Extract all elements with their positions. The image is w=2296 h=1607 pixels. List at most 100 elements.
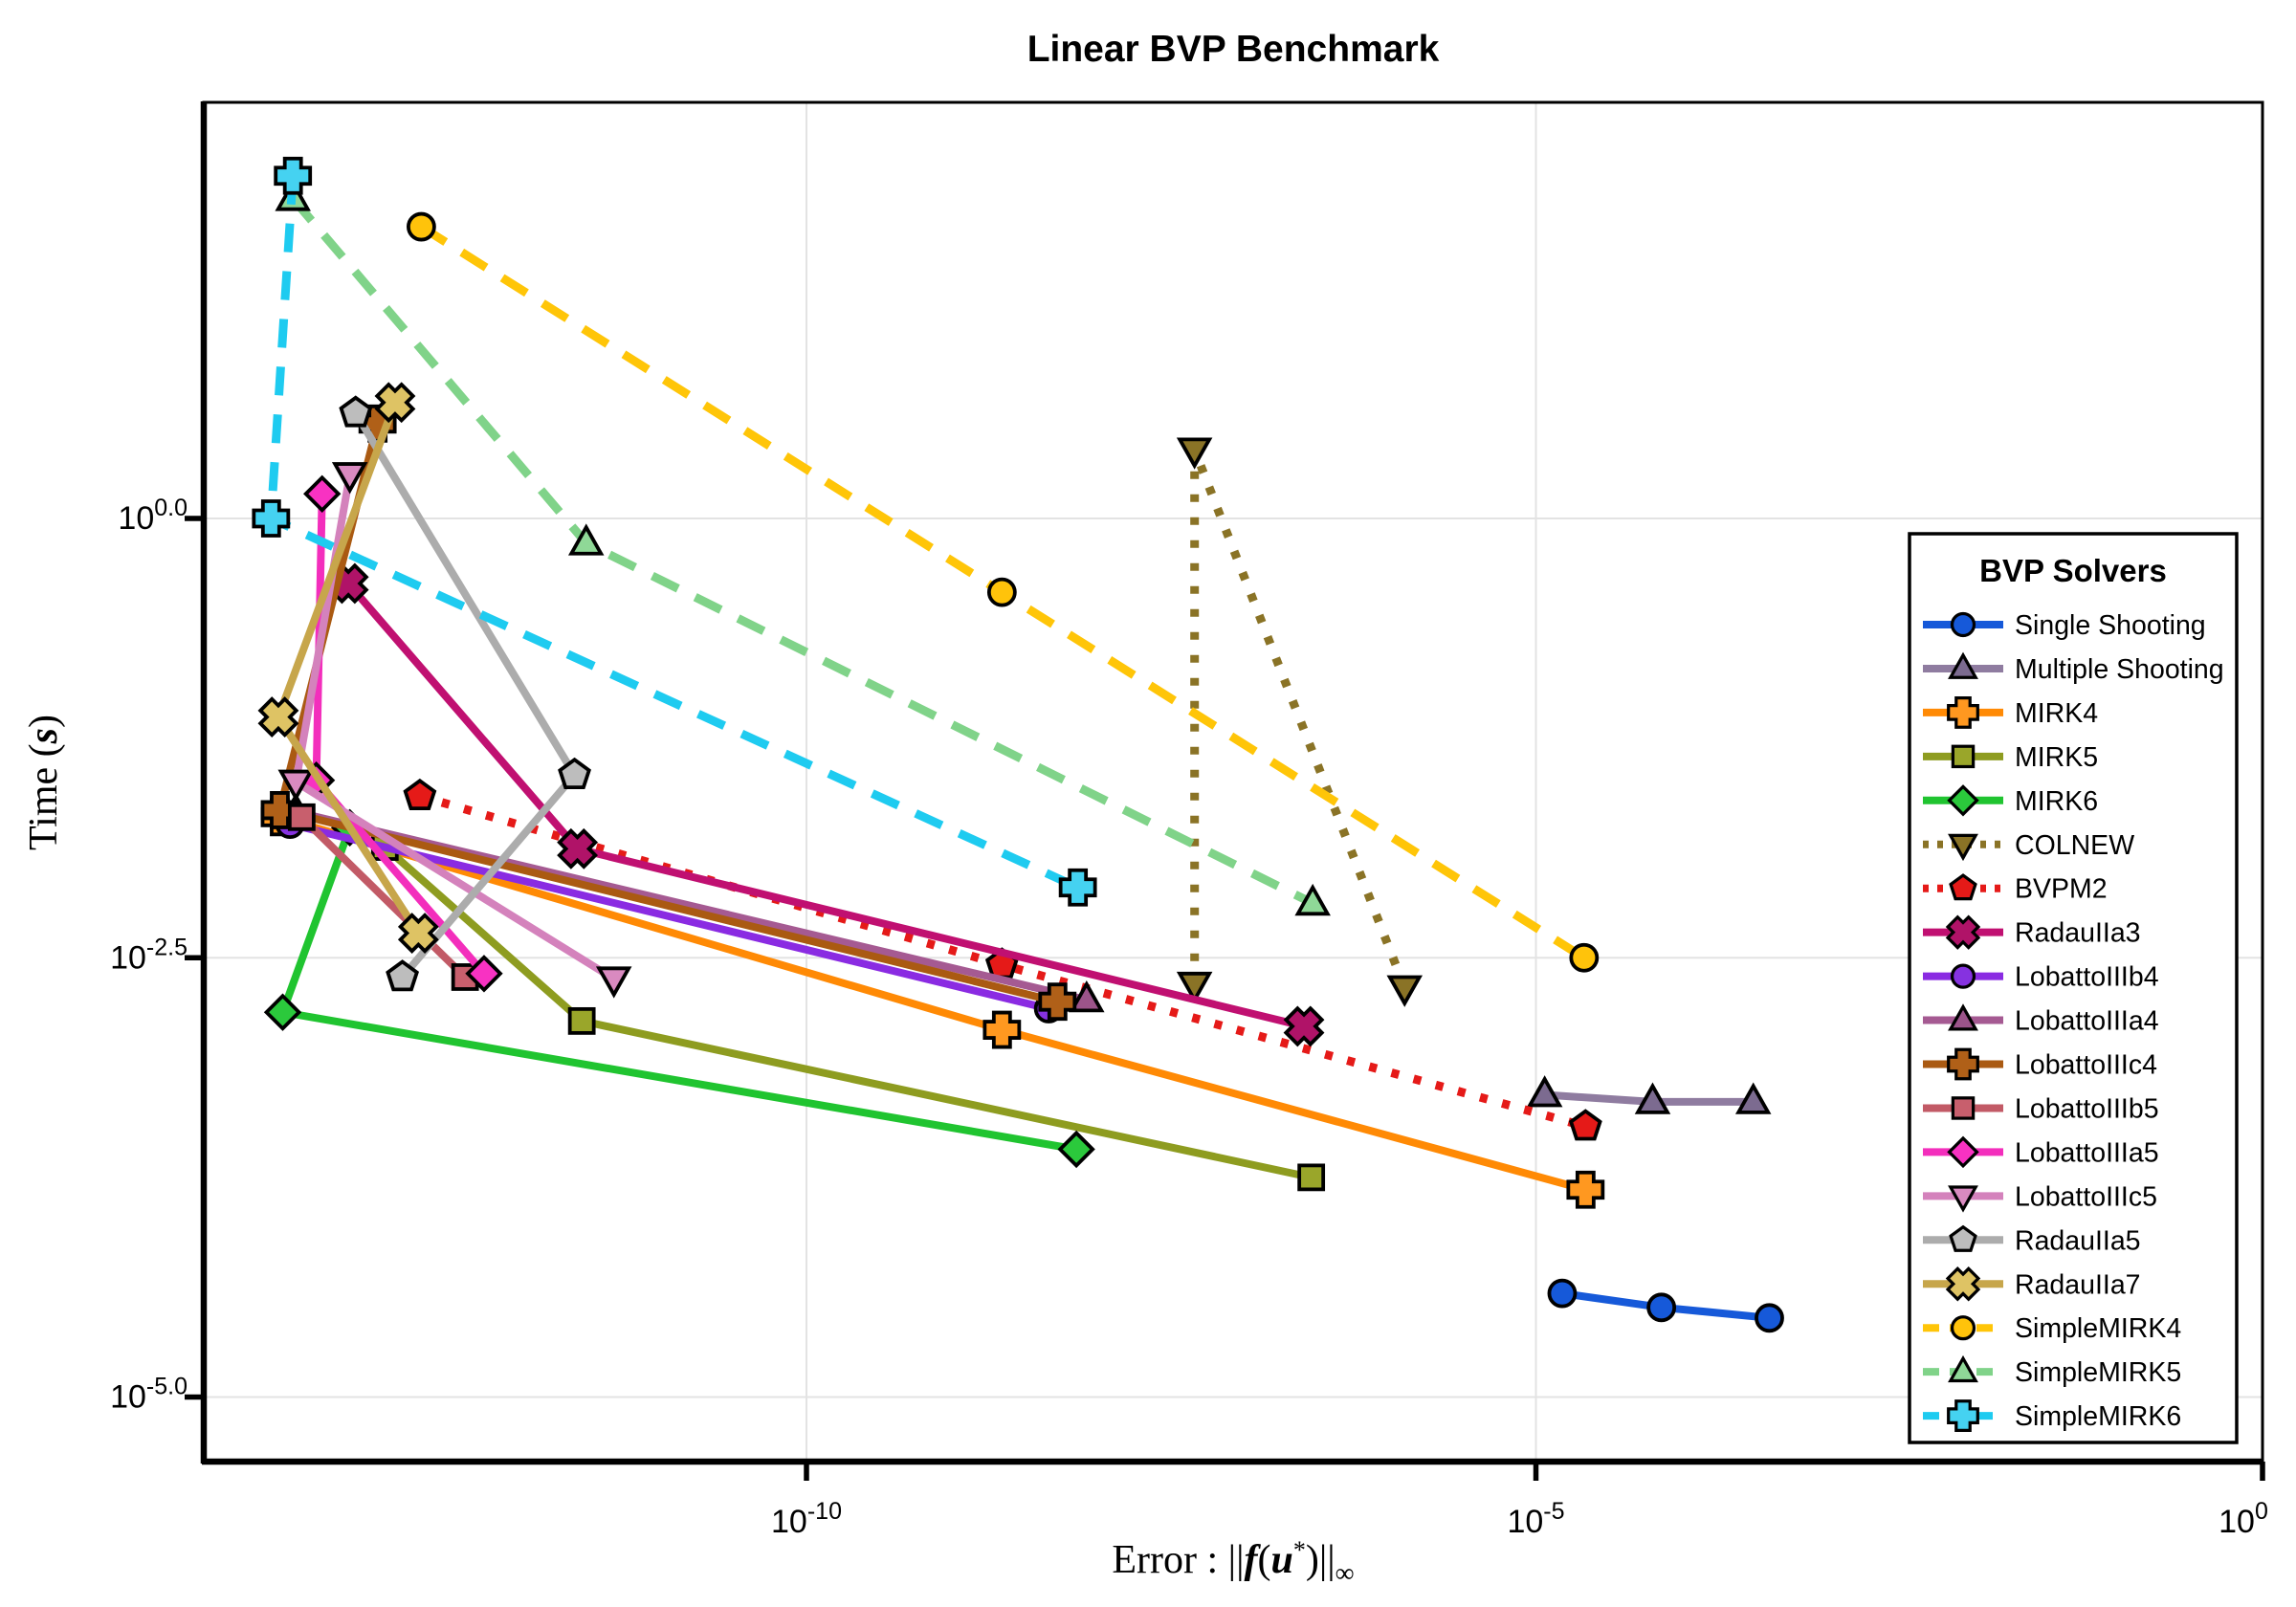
circle-marker xyxy=(1569,942,1600,973)
square-marker xyxy=(1297,1163,1326,1192)
legend-item-colnew: COLNEW xyxy=(1923,830,2134,862)
x-axis-title-part: ∞ xyxy=(1335,1558,1355,1589)
legend-item-radauiia3: RadauIIa3 xyxy=(1923,914,2141,950)
series-simplemirk4 xyxy=(406,211,1600,973)
xcross-marker xyxy=(374,382,416,424)
legend-triangle-icon xyxy=(1948,1003,1978,1031)
legend-item-bvpm2: BVPM2 xyxy=(1923,873,2108,905)
series-single-shooting xyxy=(1547,1278,1784,1333)
legend-label: COLNEW xyxy=(2015,830,2134,861)
dtriangle-marker xyxy=(277,769,315,802)
legend-item-mirk5: MIRK5 xyxy=(1923,742,2098,773)
plus-marker xyxy=(1038,982,1077,1022)
series-radauiia7 xyxy=(257,382,439,954)
plot-frame xyxy=(200,100,2264,1465)
legend-square-icon xyxy=(1951,744,1976,769)
legend-label: BVPM2 xyxy=(2015,874,2108,905)
legend-label: LobattoIIIc4 xyxy=(2015,1050,2157,1081)
legend-diamond-icon xyxy=(1947,1135,1979,1169)
diamond-marker xyxy=(263,993,302,1031)
dtriangle-marker xyxy=(1176,437,1213,470)
x-axis-title-part: Error : xyxy=(1112,1538,1228,1582)
series-line xyxy=(298,813,470,981)
pentagon-marker xyxy=(386,959,420,992)
legend-item-lobattoiiia4: LobattoIIIa4 xyxy=(1923,1003,2159,1037)
series-lobattoiiib5 xyxy=(287,803,479,991)
triangle-marker xyxy=(1734,1082,1772,1114)
x-axis-title-part: || xyxy=(1227,1538,1245,1582)
x-axis-title: Error : ||f(u*)||∞ xyxy=(204,1536,2263,1589)
legend-item-single-shooting: Single Shooting xyxy=(1923,610,2206,641)
legend-triangle-icon xyxy=(1948,1354,1978,1383)
series-colnew xyxy=(1176,437,1424,1007)
pentagon-marker xyxy=(558,757,591,790)
diamond-marker xyxy=(465,955,503,993)
pentagon-marker xyxy=(339,395,373,428)
legend-label: MIRK6 xyxy=(2015,786,2098,817)
xcross-marker xyxy=(257,696,299,738)
diamond-marker xyxy=(303,474,342,513)
circle-marker xyxy=(1646,1292,1677,1323)
y-axis-title-part: Time ( xyxy=(22,743,66,851)
y-axis-title: Time (s) xyxy=(21,715,67,850)
triangle-marker xyxy=(1069,980,1105,1013)
legend-item-lobattoiiia5: LobattoIIIa5 xyxy=(1923,1135,2159,1169)
plus-marker xyxy=(252,499,291,538)
legend-label: LobattoIIIb4 xyxy=(2015,962,2159,993)
legend-circle-icon xyxy=(1950,611,1976,638)
triangle-marker xyxy=(1526,1075,1563,1108)
legend-label: SimpleMIRK4 xyxy=(2015,1313,2181,1344)
series-multiple-shooting xyxy=(1526,1075,1772,1114)
legend-label: LobattoIIIb5 xyxy=(2015,1093,2159,1124)
xcross-marker xyxy=(397,913,439,954)
x-axis-title-part: * xyxy=(1292,1536,1306,1564)
diamond-marker xyxy=(1057,1130,1095,1169)
plus-marker xyxy=(982,1010,1022,1049)
legend-item-radauiia7: RadauIIa7 xyxy=(1923,1266,2141,1302)
legend-title: BVP Solvers xyxy=(1979,553,2167,588)
legend-label: LobattoIIIc5 xyxy=(2015,1181,2157,1212)
legend-dtriangle-icon xyxy=(1948,1185,1978,1213)
triangle-marker xyxy=(1294,883,1331,916)
legend-xcross-icon xyxy=(1945,914,1981,950)
legend-item-mirk4: MIRK4 xyxy=(1923,695,2098,729)
pentagon-marker xyxy=(1568,1109,1602,1141)
x-axis-title-part: )|| xyxy=(1305,1538,1336,1582)
legend-item-lobattoiiib4: LobattoIIIb4 xyxy=(1923,962,2159,993)
legend-label: LobattoIIIa4 xyxy=(2015,1006,2159,1037)
y-axis-title-part: s xyxy=(22,727,66,744)
legend-label: RadauIIa5 xyxy=(2015,1225,2141,1256)
square-marker xyxy=(287,803,316,831)
legend-label: MIRK4 xyxy=(2015,698,2098,729)
square-marker xyxy=(567,1006,596,1035)
legend-circle-icon xyxy=(1950,963,1976,989)
circle-marker xyxy=(406,211,436,242)
plus-marker xyxy=(1058,868,1097,907)
legend-item-mirk6: MIRK6 xyxy=(1923,784,2098,817)
dtriangle-marker xyxy=(331,462,368,495)
dtriangle-marker xyxy=(595,966,632,999)
legend-label: Single Shooting xyxy=(2015,610,2206,641)
y-axis-title-part: ) xyxy=(22,714,66,728)
series-simplemirk5 xyxy=(275,179,1331,916)
legend-label: LobattoIIIa5 xyxy=(2015,1137,2159,1168)
legend-label: MIRK5 xyxy=(2015,742,2098,773)
series-radauiia3 xyxy=(327,562,1325,1047)
legend-item-radauiia5: RadauIIa5 xyxy=(1923,1224,2141,1256)
legend-plus-icon xyxy=(1947,1047,1979,1081)
legend-triangle-icon xyxy=(1948,651,1978,679)
circle-marker xyxy=(1547,1278,1578,1309)
x-tick-label-0: 10-10 xyxy=(771,1498,842,1540)
legend-item-lobattoiiib5: LobattoIIIb5 xyxy=(1923,1093,2159,1124)
series-radauiia5 xyxy=(339,395,591,992)
legend-item-simplemirk6: SimpleMIRK6 xyxy=(1923,1399,2181,1432)
triangle-marker xyxy=(1634,1082,1671,1114)
legend-pentagon-icon xyxy=(1949,1224,1977,1252)
legend-pentagon-icon xyxy=(1949,873,1977,901)
legend-label: Multiple Shooting xyxy=(2015,654,2224,685)
series-simplemirk6 xyxy=(252,156,1097,907)
x-axis-title-part: u xyxy=(1270,1538,1293,1582)
axis-ticks: 10-10 10-5 100 100.0 10-2.5 10-5.0 xyxy=(110,495,2268,1540)
